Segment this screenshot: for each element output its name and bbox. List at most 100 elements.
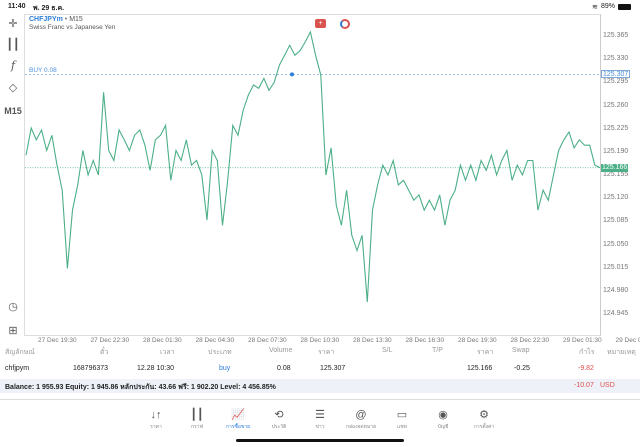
nav-icon: ⟲ — [274, 409, 284, 421]
x-tick-label: 28 Dec 22:30 — [510, 337, 550, 344]
chart-title: CHFJPYm • M15 — [29, 16, 83, 23]
nav-label: บัญชี — [437, 424, 449, 430]
x-tick-label: 28 Dec 04:30 — [195, 337, 235, 344]
nav-tab[interactable]: ⚙ การตั้งค่า — [462, 408, 506, 431]
symbol-description: Swiss Franc vs Japanese Yen — [29, 24, 116, 31]
x-tick-label: 28 Dec 07:30 — [248, 337, 287, 344]
total-profit: -10.07 — [574, 382, 594, 389]
x-tick-label: 28 Dec 19:30 — [458, 337, 497, 344]
buy-order-label[interactable]: BUY 0.08 — [29, 67, 57, 74]
flag-chf-icon: + — [315, 19, 326, 28]
col-volume: Volume — [269, 347, 293, 354]
y-tick-label: 125.085 — [603, 217, 629, 225]
col-ticket: ตั๋ว — [100, 349, 109, 356]
row-swap: -0.25 — [514, 365, 530, 372]
nav-tab[interactable]: ┃┃ กราฟ — [175, 408, 219, 431]
col-type: ประเภท — [208, 349, 232, 356]
nav-icon: ┃┃ — [190, 409, 204, 421]
nav-tab[interactable]: ◉ บัญชี — [421, 408, 465, 431]
y-tick-label: 125.015 — [603, 263, 629, 271]
nav-tab[interactable]: @ กล่องจดหมาย — [339, 408, 383, 431]
nav-label: กราฟ — [190, 424, 204, 430]
row-symbol: chfjpym — [5, 365, 30, 372]
status-bar: 11:40 พ. 29 ธ.ค. ≋ 89% — [0, 0, 640, 14]
wifi-icon: ≋ — [592, 4, 598, 11]
y-tick-label: 125.260 — [603, 101, 629, 109]
nav-tab[interactable]: ▭ แชท — [380, 408, 424, 431]
nav-label: แชท — [397, 424, 407, 430]
add-icon[interactable]: ⊞ — [8, 325, 18, 337]
battery-icon — [618, 4, 631, 10]
x-tick-label: 28 Dec 13:30 — [353, 337, 392, 344]
clock-icon[interactable]: ◷ — [8, 301, 18, 313]
buy-price-tag: 125.307 — [601, 70, 631, 79]
nav-label: การซื้อขาย — [225, 424, 251, 430]
divider — [0, 399, 640, 400]
status-date: พ. 29 ธ.ค. — [33, 5, 65, 12]
price-chart[interactable] — [24, 14, 601, 336]
entry-point-marker — [290, 72, 294, 77]
nav-icon: ▭ — [396, 409, 408, 421]
y-tick-label: 125.225 — [603, 124, 629, 132]
home-indicator — [236, 439, 404, 442]
nav-tab[interactable]: ⟲ ประวัติ — [257, 408, 301, 431]
col-time: เวลา — [160, 349, 175, 356]
col-symbol: สัญลักษณ์ — [5, 349, 35, 356]
col-profit: กำไร — [579, 349, 595, 356]
row-time: 12.28 10:30 — [137, 365, 174, 372]
nav-label: ราคา — [150, 424, 162, 430]
nav-label: กล่องจดหมาย — [345, 424, 377, 430]
current-price-tag: 125.166 — [601, 163, 629, 172]
nav-label: ประวัติ — [271, 424, 287, 430]
status-time: 11:40 — [8, 3, 26, 10]
buy-price-value: 125.307 — [603, 71, 629, 79]
col-tp: T/P — [432, 347, 443, 354]
nav-tab[interactable]: ☰ ข่าว — [298, 408, 342, 431]
col-sl: S/L — [382, 347, 393, 354]
x-tick-label: 27 Dec 19:30 — [38, 337, 77, 344]
nav-label: ข่าว — [315, 424, 325, 430]
flag-jpy-icon — [340, 19, 350, 29]
col-open-price: ราคา — [318, 349, 335, 356]
row-volume: 0.08 — [277, 365, 291, 372]
col-comment: หมายเหตุ — [607, 349, 636, 356]
x-tick-label: 29 Dec 04:30 — [615, 337, 640, 344]
objects-icon[interactable]: ◇ — [8, 82, 18, 94]
crosshair-icon[interactable]: ✛ — [8, 18, 18, 30]
chart-timeframe: M15 — [69, 16, 83, 23]
y-tick-label: 124.945 — [603, 310, 629, 318]
timeframe-button[interactable]: M15 — [4, 106, 22, 116]
balance-summary: Balance: 1 955.93 Equity: 1 945.86 หลักป… — [5, 384, 276, 391]
y-tick-label: 125.190 — [603, 147, 629, 155]
nav-icon: ↓↑ — [150, 409, 162, 421]
nav-label: การตั้งค่า — [473, 424, 495, 430]
nav-icon: @ — [355, 409, 367, 421]
balance-bar: Balance: 1 955.93 Equity: 1 945.86 หลักป… — [0, 379, 640, 393]
nav-icon: ◉ — [438, 409, 448, 421]
nav-icon: ⚙ — [479, 409, 489, 421]
current-price-value: 125.166 — [602, 163, 628, 171]
col-swap: Swap — [512, 347, 530, 354]
row-open-price: 125.307 — [320, 365, 346, 372]
candlestick-icon[interactable]: ┃┃ — [6, 39, 20, 51]
x-tick-label: 27 Dec 22:30 — [90, 337, 130, 344]
y-tick-label: 125.120 — [603, 194, 629, 202]
nav-tab[interactable]: ↓↑ ราคา — [134, 408, 178, 431]
y-tick-label: 124.980 — [603, 286, 629, 294]
row-ticket: 168796373 — [73, 365, 109, 372]
y-tick-label: 125.330 — [603, 55, 629, 63]
x-tick-label: 28 Dec 16:30 — [405, 337, 445, 344]
y-tick-label: 125.365 — [603, 32, 629, 39]
indicators-icon[interactable]: f — [10, 59, 16, 72]
nav-icon: ☰ — [315, 409, 325, 421]
y-tick-label: 125.295 — [603, 78, 629, 86]
col-price: ราคา — [477, 349, 494, 356]
y-tick-label: 125.155 — [603, 171, 629, 179]
row-profit: -9.82 — [578, 365, 594, 372]
battery-percent: 89% — [601, 3, 616, 10]
x-tick-label: 29 Dec 01:30 — [563, 337, 602, 344]
nav-tab[interactable]: 📈 การซื้อขาย — [216, 408, 260, 431]
y-tick-label: 125.050 — [603, 240, 629, 248]
nav-icon: 📈 — [231, 409, 245, 421]
